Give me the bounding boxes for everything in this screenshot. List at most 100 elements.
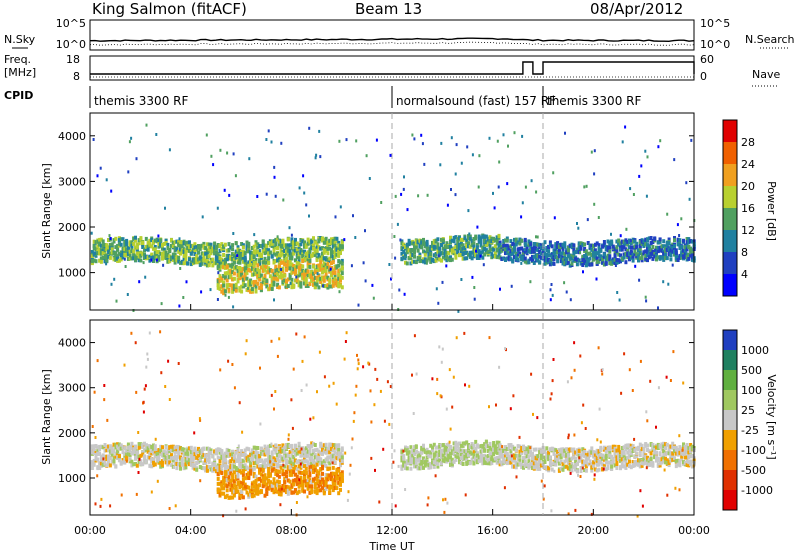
range-cell: [310, 467, 314, 472]
range-cell: [134, 254, 137, 259]
range-cell: [114, 255, 118, 260]
range-cell: [236, 251, 240, 256]
range-cell: [110, 449, 114, 454]
range-cell: [152, 246, 155, 251]
range-cell: [497, 253, 501, 258]
range-cell: [272, 467, 276, 472]
range-cell: [522, 255, 525, 260]
range-cell: [427, 450, 431, 455]
range-cell: [267, 448, 271, 453]
range-cell: [126, 452, 130, 457]
range-cell: [337, 480, 341, 485]
range-cell: [340, 244, 344, 249]
range-cell: [241, 486, 245, 491]
range-cell: [267, 251, 271, 256]
range-cell: [629, 250, 633, 255]
range-cell: [188, 458, 191, 463]
range-cell: [132, 242, 136, 246]
range-cell: [653, 236, 657, 241]
range-cell: [252, 493, 256, 498]
range-cell: [421, 142, 424, 146]
range-cell: [222, 491, 226, 496]
range-cell: [418, 259, 422, 264]
freq-axis-bottom: 8: [73, 70, 80, 83]
range-cell: [108, 234, 111, 238]
range-cell: [493, 244, 497, 249]
range-cell: [414, 457, 418, 462]
range-cell: [539, 449, 543, 454]
range-cell: [285, 263, 288, 268]
range-cell: [497, 185, 500, 189]
range-cell: [328, 484, 332, 489]
range-cell: [265, 482, 269, 487]
range-cell: [103, 243, 107, 247]
range-cell: [261, 240, 265, 245]
range-cell: [601, 244, 605, 249]
range-cell: [548, 463, 552, 468]
range-cell: [265, 279, 269, 284]
range-cell: [550, 244, 554, 249]
range-cell: [595, 277, 598, 281]
range-cell: [170, 444, 173, 449]
range-cell: [400, 449, 404, 454]
range-cell: [456, 442, 460, 447]
range-cell: [101, 445, 105, 450]
range-cell: [326, 455, 330, 460]
range-cell: [543, 455, 547, 460]
range-cell: [263, 493, 267, 498]
range-cell: [547, 257, 551, 262]
range-cell: [265, 463, 269, 468]
range-cell: [315, 473, 319, 478]
range-cell: [175, 466, 179, 471]
range-cell: [227, 269, 231, 274]
range-cell: [153, 247, 157, 252]
range-cell: [477, 459, 481, 464]
range-cell: [226, 151, 229, 155]
range-cell: [525, 447, 529, 452]
range-cell: [660, 248, 664, 253]
range-cell: [319, 488, 323, 493]
range-cell: [114, 245, 118, 250]
range-cell: [337, 456, 341, 461]
range-cell: [317, 285, 321, 290]
range-cell: [450, 136, 453, 140]
range-cell: [423, 241, 427, 246]
range-cell: [232, 456, 236, 461]
range-cell: [243, 251, 247, 256]
range-cell: [429, 443, 433, 448]
range-cell: [315, 275, 319, 280]
range-cell: [164, 206, 166, 210]
range-cell: [137, 445, 141, 450]
range-cell: [504, 459, 507, 464]
range-cell: [313, 455, 317, 460]
range-cell: [270, 242, 274, 247]
range-cell: [92, 458, 96, 463]
range-cell: [209, 259, 213, 264]
range-cell: [204, 466, 208, 471]
range-cell: [459, 456, 463, 460]
range-cell: [486, 242, 490, 247]
range-cell: [543, 257, 547, 262]
range-cell: [225, 465, 229, 470]
range-cell: [108, 251, 112, 256]
range-cell: [229, 245, 233, 250]
range-cell: [538, 447, 542, 452]
range-cell: [313, 481, 317, 486]
range-cell: [536, 242, 540, 247]
range-cell: [418, 453, 422, 458]
range-cell: [582, 270, 584, 274]
range-cell: [254, 445, 258, 450]
range-cell: [277, 445, 281, 450]
range-cell: [162, 250, 166, 255]
range-cell: [331, 254, 335, 259]
range-cell: [531, 249, 534, 254]
range-cell: [319, 263, 323, 268]
range-cell: [380, 201, 383, 204]
range-cell: [597, 243, 601, 248]
range-cell: [304, 268, 308, 273]
range-cell: [200, 251, 204, 256]
range-cell: [671, 249, 675, 254]
range-cell: [534, 246, 538, 251]
range-cell: [297, 446, 301, 451]
range-cell: [314, 156, 317, 160]
